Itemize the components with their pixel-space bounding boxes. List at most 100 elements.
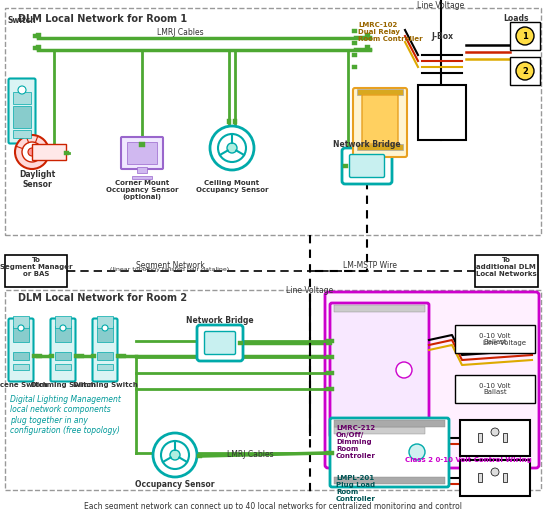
Bar <box>460 420 530 456</box>
FancyBboxPatch shape <box>330 303 429 437</box>
Bar <box>32 144 66 160</box>
Circle shape <box>409 444 425 460</box>
Text: Loads: Loads <box>503 14 529 23</box>
Bar <box>33 46 38 50</box>
Text: (linear topology twisted pair dataline): (linear topology twisted pair dataline) <box>110 267 229 272</box>
Bar <box>116 354 121 358</box>
Bar <box>197 454 202 458</box>
FancyBboxPatch shape <box>330 418 449 487</box>
Bar <box>13 106 31 128</box>
Bar <box>137 167 147 173</box>
Circle shape <box>153 433 197 477</box>
Text: DLM Local Network for Room 2: DLM Local Network for Room 2 <box>18 293 187 303</box>
Bar <box>127 142 157 164</box>
Text: LMRC-212
On/Off/
Dimming
Room
Controller: LMRC-212 On/Off/ Dimming Room Controller <box>336 425 376 459</box>
Bar <box>233 119 237 124</box>
FancyBboxPatch shape <box>92 319 117 382</box>
Text: Corner Mount
Occupancy Sensor
(optional): Corner Mount Occupancy Sensor (optional) <box>106 180 178 200</box>
Bar <box>352 41 357 45</box>
Bar <box>5 290 541 490</box>
FancyBboxPatch shape <box>362 95 398 144</box>
Bar <box>5 255 67 287</box>
Circle shape <box>491 428 499 436</box>
Text: Switch: Switch <box>8 16 37 25</box>
Bar <box>334 305 425 312</box>
Bar <box>503 433 507 442</box>
Bar <box>326 387 334 391</box>
Circle shape <box>28 148 36 156</box>
FancyBboxPatch shape <box>197 325 243 361</box>
Text: Each segment network can connect up to 40 local networks for centralized monitor: Each segment network can connect up to 4… <box>84 502 462 509</box>
Text: LMRJ Cables: LMRJ Cables <box>227 450 274 459</box>
Bar <box>37 354 42 358</box>
Bar <box>503 473 507 482</box>
Bar <box>33 34 38 38</box>
Text: Line Voltage: Line Voltage <box>286 286 334 295</box>
Bar <box>121 354 126 358</box>
Bar <box>352 29 357 33</box>
Bar <box>139 142 145 147</box>
Bar <box>91 354 96 358</box>
Text: Network Bridge: Network Bridge <box>333 140 401 149</box>
Circle shape <box>227 143 237 153</box>
Bar <box>227 119 231 124</box>
Bar <box>334 477 445 484</box>
Text: 1: 1 <box>522 32 528 41</box>
Bar <box>36 33 41 38</box>
Bar <box>475 255 538 287</box>
Text: Scene Switch: Scene Switch <box>0 382 48 388</box>
Bar <box>97 316 113 328</box>
Bar <box>343 164 348 168</box>
Text: LM-MSTP Wire: LM-MSTP Wire <box>343 261 397 270</box>
Text: Daylight
Sensor: Daylight Sensor <box>19 170 55 189</box>
Circle shape <box>161 441 189 469</box>
Circle shape <box>491 468 499 476</box>
Text: Dimming Switch: Dimming Switch <box>73 382 138 388</box>
Bar <box>238 341 243 345</box>
Text: 2: 2 <box>522 67 528 75</box>
Text: LMRC-102
Dual Relay
Room Controller: LMRC-102 Dual Relay Room Controller <box>358 22 423 42</box>
Bar <box>97 352 113 360</box>
Text: 0-10 Volt
Ballast: 0-10 Volt Ballast <box>479 382 511 395</box>
Circle shape <box>396 362 412 378</box>
Text: Digital Lighting Management
local network components
plug together in any
config: Digital Lighting Management local networ… <box>10 395 121 435</box>
Bar <box>357 89 403 95</box>
Circle shape <box>516 27 534 45</box>
Bar <box>334 420 445 427</box>
Bar <box>357 144 403 150</box>
Bar <box>478 473 482 482</box>
Bar <box>13 92 31 104</box>
Text: Line Voltage: Line Voltage <box>483 340 526 346</box>
FancyBboxPatch shape <box>9 78 35 144</box>
Bar <box>455 375 535 403</box>
Circle shape <box>516 62 534 80</box>
Bar <box>13 352 29 360</box>
Bar <box>326 341 332 345</box>
Bar <box>365 45 370 50</box>
Circle shape <box>210 126 254 170</box>
Text: Dimming Switch: Dimming Switch <box>31 382 96 388</box>
Bar <box>5 8 541 235</box>
Text: Segment Network: Segment Network <box>135 261 204 270</box>
Bar <box>132 176 152 179</box>
Text: LMPL-201
Plug Load
Room
Controller: LMPL-201 Plug Load Room Controller <box>336 475 376 502</box>
Bar <box>326 371 334 375</box>
Bar <box>13 326 29 342</box>
FancyBboxPatch shape <box>353 88 407 157</box>
FancyBboxPatch shape <box>205 331 235 354</box>
Circle shape <box>60 325 66 331</box>
FancyBboxPatch shape <box>9 319 33 382</box>
FancyBboxPatch shape <box>121 137 163 169</box>
Circle shape <box>22 142 42 162</box>
Bar <box>365 33 370 38</box>
Bar <box>49 354 54 358</box>
Bar <box>97 364 113 370</box>
FancyBboxPatch shape <box>325 292 539 468</box>
Bar <box>334 427 425 434</box>
Bar <box>455 325 535 353</box>
Circle shape <box>102 325 108 331</box>
Bar <box>352 65 357 69</box>
Bar <box>64 151 69 155</box>
Bar <box>13 316 29 328</box>
Bar <box>352 53 357 57</box>
